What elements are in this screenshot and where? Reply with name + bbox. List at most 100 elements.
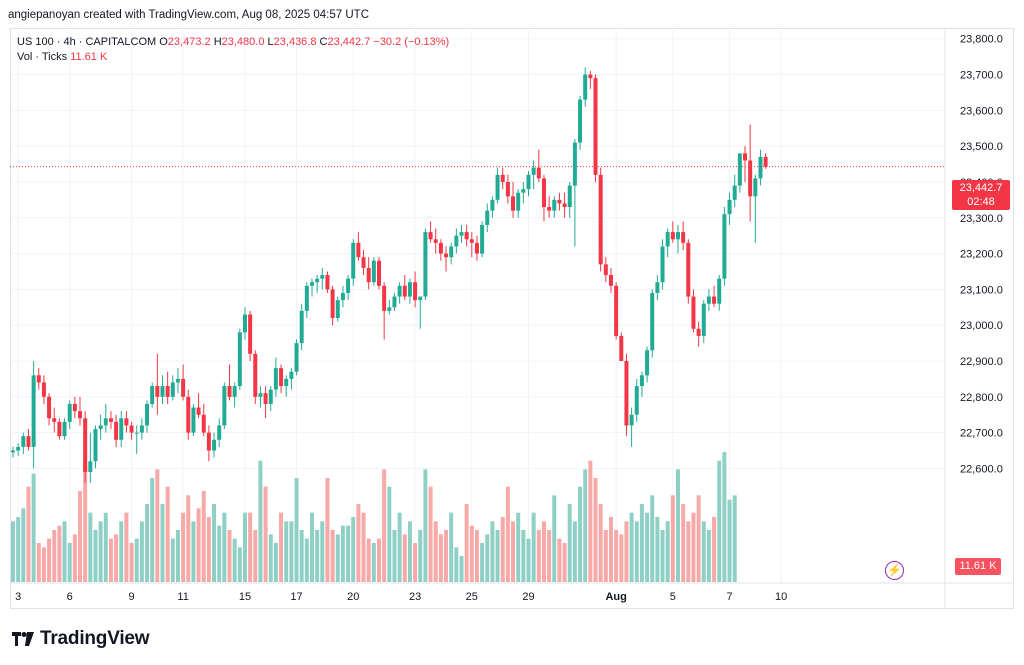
ohlc-row: US 100 · 4h · CAPITALCOM O23,473.2 H23,4…	[17, 35, 449, 50]
candle-body	[598, 174, 603, 265]
candle-body	[346, 278, 351, 293]
candle-body	[459, 232, 464, 236]
candle-body	[608, 275, 613, 286]
volume-bar	[670, 495, 675, 582]
candle-body	[629, 414, 634, 426]
candle-body	[181, 378, 186, 397]
candle-body	[675, 232, 680, 240]
lightning-icon[interactable]: ⚡	[885, 561, 904, 580]
candle-body	[418, 296, 423, 301]
candle-body	[88, 461, 93, 472]
candle-body	[232, 386, 237, 397]
candle-body	[567, 185, 572, 208]
candle-body	[696, 328, 701, 336]
candle-body	[263, 393, 268, 404]
candle-body	[552, 199, 557, 211]
x-tick-label: 17	[290, 591, 302, 603]
candle-body	[78, 411, 83, 419]
candle-body	[335, 300, 340, 319]
volume-bar	[593, 478, 598, 582]
x-tick-label: 10	[775, 591, 787, 603]
volume-bar	[397, 512, 402, 582]
volume-bar	[289, 521, 294, 582]
candle-body	[511, 196, 516, 211]
volume-bar	[608, 517, 613, 582]
candle-body	[614, 285, 619, 336]
volume-bar	[547, 530, 552, 582]
open-value: 23,473.2	[167, 36, 211, 48]
volume-bar	[655, 517, 660, 582]
candle-body	[186, 396, 191, 433]
volume-bar	[330, 530, 335, 582]
candle-body	[449, 246, 454, 258]
candle-body	[47, 396, 52, 419]
volume-value: 11.61 K	[70, 51, 108, 63]
candle-body	[170, 382, 175, 397]
candle-body	[665, 232, 670, 247]
x-tick-label: 23	[409, 591, 421, 603]
volume-bar	[645, 512, 650, 582]
last-volume-tag: 11.61 K	[955, 558, 1001, 575]
candle-body	[423, 232, 428, 297]
symbol-label: US 100 · 4h · CAPITALCOM	[17, 36, 157, 48]
candle-body	[119, 418, 124, 440]
candle-body	[150, 386, 155, 404]
candle-body	[21, 436, 26, 447]
candle-body	[712, 296, 717, 304]
candle-body	[583, 74, 588, 100]
volume-bar	[557, 538, 562, 582]
candle-body	[330, 289, 335, 319]
volume-bar	[227, 530, 232, 582]
candle-body	[201, 414, 206, 433]
volume-bar	[377, 538, 382, 582]
candle-body	[351, 242, 356, 279]
candle-body	[650, 292, 655, 351]
candle-body	[485, 210, 490, 225]
volume-bar	[449, 512, 454, 582]
candle-body	[175, 378, 180, 383]
candle-body	[593, 78, 598, 175]
volume-bar	[309, 512, 314, 582]
candle-body	[670, 232, 675, 240]
volume-bar	[722, 452, 727, 582]
volume-bar	[387, 486, 392, 582]
volume-bar	[98, 521, 103, 582]
candle-body	[145, 403, 150, 426]
volume-bar	[114, 534, 119, 582]
candle-body	[16, 446, 21, 451]
candle-body	[645, 350, 650, 376]
volume-bar	[124, 512, 129, 582]
volume-bar	[634, 521, 639, 582]
candle-body	[108, 418, 113, 422]
volume-bar	[206, 517, 211, 582]
volume-bar	[413, 543, 418, 582]
low-label: L	[267, 36, 274, 48]
chart-legend: US 100 · 4h · CAPITALCOM O23,473.2 H23,4…	[17, 35, 449, 65]
tv-logo-icon	[12, 632, 34, 646]
candle-body	[454, 235, 459, 247]
x-tick-label: 7	[726, 591, 732, 603]
volume-row: Vol · Ticks 11.61 K	[17, 50, 449, 65]
candle-body	[428, 232, 433, 240]
candle-body	[588, 74, 593, 79]
volume-bar	[356, 504, 361, 582]
candle-body	[304, 285, 309, 311]
candle-body	[191, 407, 196, 433]
last-price-value: 23,442.7	[959, 182, 1003, 194]
volume-bar	[433, 521, 438, 582]
bar-countdown: 02:48	[967, 196, 995, 208]
x-tick-label: 15	[239, 591, 251, 603]
volume-bar	[603, 530, 608, 582]
volume-bar	[108, 538, 113, 582]
candle-body	[98, 425, 103, 430]
volume-bar	[268, 534, 273, 582]
candle-body	[531, 167, 536, 175]
volume-bar	[52, 530, 57, 582]
volume-bar	[191, 521, 196, 582]
volume-bar	[480, 543, 485, 582]
volume-bar	[103, 512, 108, 582]
volume-bar	[418, 530, 423, 582]
x-tick-label: 25	[466, 591, 478, 603]
volume-bar	[340, 525, 345, 582]
